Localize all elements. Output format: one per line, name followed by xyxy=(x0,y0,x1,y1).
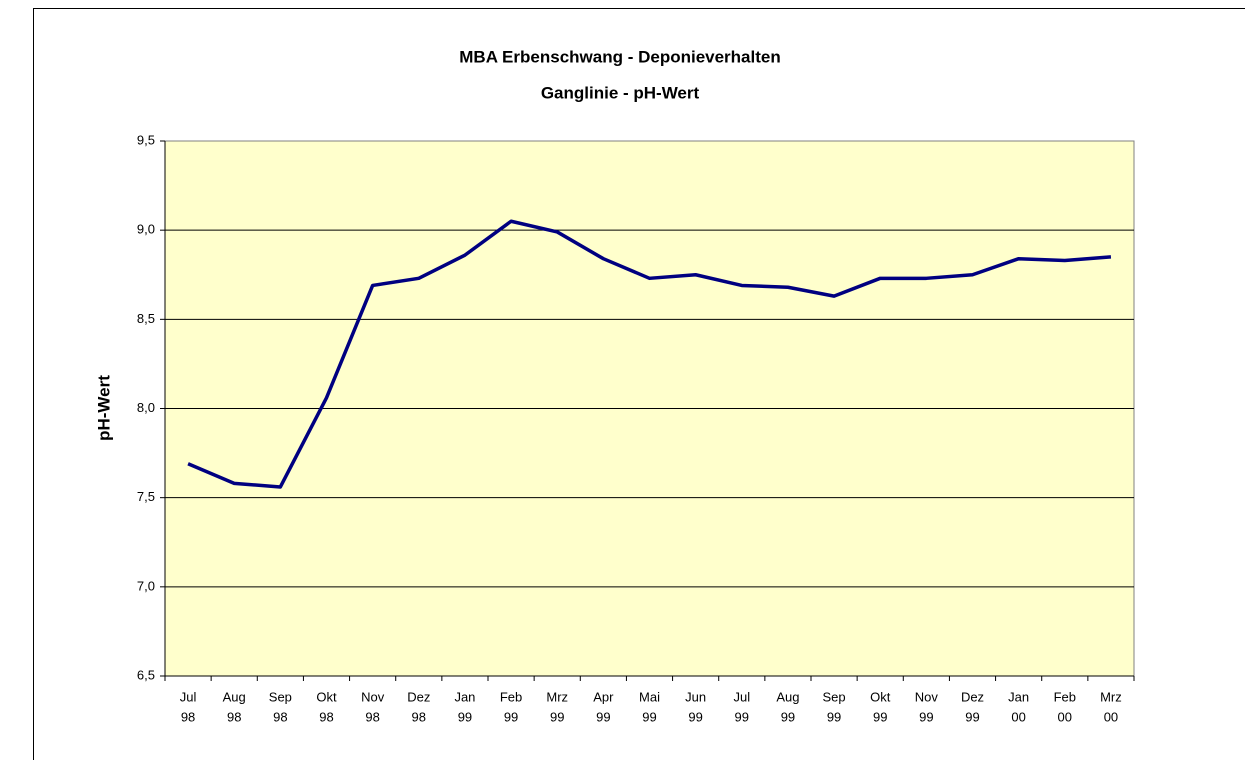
x-tick-label: 00 xyxy=(1104,709,1118,724)
x-tick-label: Feb xyxy=(1054,689,1076,704)
x-tick-label: 00 xyxy=(1058,709,1072,724)
x-tick-label: 99 xyxy=(504,709,518,724)
x-tick-label: Mrz xyxy=(546,689,568,704)
x-tick-label: Mrz xyxy=(1100,689,1122,704)
x-tick-label: 00 xyxy=(1011,709,1025,724)
x-tick-label: 99 xyxy=(642,709,656,724)
x-tick-label: 99 xyxy=(781,709,795,724)
chart-subtitle: Ganglinie - pH-Wert xyxy=(541,83,700,102)
x-tick-label: 99 xyxy=(596,709,610,724)
x-tick-label: Sep xyxy=(823,689,846,704)
x-tick-label: Jul xyxy=(733,689,750,704)
y-tick-label: 8,5 xyxy=(137,311,155,326)
x-tick-label: Sep xyxy=(269,689,292,704)
chart-title: MBA Erbenschwang - Deponieverhalten xyxy=(459,47,780,66)
x-tick-label: Okt xyxy=(316,689,337,704)
x-tick-label: 99 xyxy=(550,709,564,724)
x-tick-label: Feb xyxy=(500,689,522,704)
y-tick-label: 9,0 xyxy=(137,222,155,237)
x-tick-label: 98 xyxy=(319,709,333,724)
x-tick-label: Aug xyxy=(223,689,246,704)
y-tick-label: 6,5 xyxy=(137,667,155,682)
y-tick-label: 7,0 xyxy=(137,578,155,593)
x-tick-label: 98 xyxy=(227,709,241,724)
y-tick-label: 9,5 xyxy=(137,132,155,147)
x-tick-label: 99 xyxy=(458,709,472,724)
y-tick-label: 8,0 xyxy=(137,400,155,415)
x-tick-label: Jan xyxy=(454,689,475,704)
data-line xyxy=(187,219,1112,489)
x-tick-label: Nov xyxy=(361,689,385,704)
x-tick-label: Jul xyxy=(180,689,197,704)
x-tick-label: Dez xyxy=(407,689,430,704)
x-tick-label: Okt xyxy=(870,689,891,704)
x-tick-label: 99 xyxy=(827,709,841,724)
x-tick-label: Apr xyxy=(593,689,614,704)
x-tick-label: 98 xyxy=(412,709,426,724)
x-tick-label: Jun xyxy=(685,689,706,704)
x-tick-label: 98 xyxy=(365,709,379,724)
x-tick-label: Dez xyxy=(961,689,984,704)
x-tick-label: Nov xyxy=(915,689,939,704)
x-tick-label: 99 xyxy=(688,709,702,724)
x-tick-label: 99 xyxy=(873,709,887,724)
x-tick-label: 99 xyxy=(735,709,749,724)
y-tick-label: 7,5 xyxy=(137,489,155,504)
x-tick-label: Mai xyxy=(639,689,660,704)
x-tick-label: 99 xyxy=(919,709,933,724)
x-tick-label: 98 xyxy=(273,709,287,724)
x-tick-label: Jan xyxy=(1008,689,1029,704)
x-tick-label: 99 xyxy=(965,709,979,724)
x-tick-label: Aug xyxy=(776,689,799,704)
x-tick-label: 98 xyxy=(181,709,195,724)
y-axis-label: pH-Wert xyxy=(94,375,113,441)
